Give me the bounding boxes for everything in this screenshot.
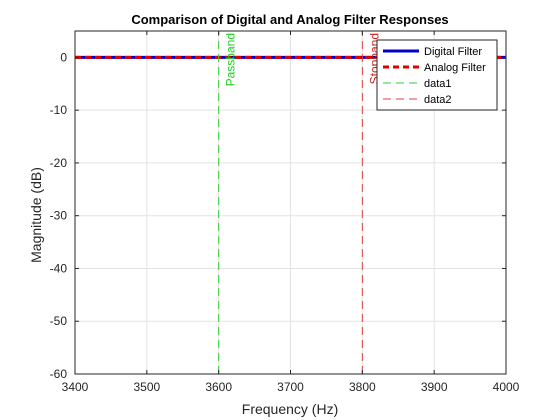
y-tick-label: -50	[50, 314, 68, 328]
legend-entry: Digital Filter	[424, 46, 482, 58]
y-axis-label: Magnitude (dB)	[28, 167, 44, 263]
x-tick-label: 3700	[277, 380, 304, 394]
x-axis-label: Frequency (Hz)	[242, 401, 338, 417]
x-tick-label: 3400	[62, 380, 89, 394]
x-tick-label: 3600	[205, 380, 232, 394]
chart-title: Comparison of Digital and Analog Filter …	[131, 12, 448, 27]
y-tick-label: -40	[50, 261, 68, 275]
legend-entry: data2	[424, 94, 452, 106]
y-tick-label: -30	[50, 209, 68, 223]
y-tick-label: -60	[50, 367, 68, 381]
legend: Digital Filter Analog Filter data1 data2	[376, 39, 498, 111]
x-tick-label: 3800	[349, 380, 376, 394]
y-tick-label: -10	[50, 103, 68, 117]
y-tick-label: 0	[60, 50, 67, 64]
legend-entry: data1	[424, 78, 452, 90]
annotation-passband: Passband	[224, 33, 238, 86]
legend-entry: Analog Filter	[424, 62, 486, 74]
x-tick-label: 4000	[493, 380, 520, 394]
ticks: 3400 3500 3600 3700 3800 3900 4000 0 -10 -20 -30 -4…	[50, 31, 520, 394]
x-tick-label: 3900	[421, 380, 448, 394]
y-tick-label: -20	[50, 156, 68, 170]
x-tick-label: 3500	[133, 380, 160, 394]
